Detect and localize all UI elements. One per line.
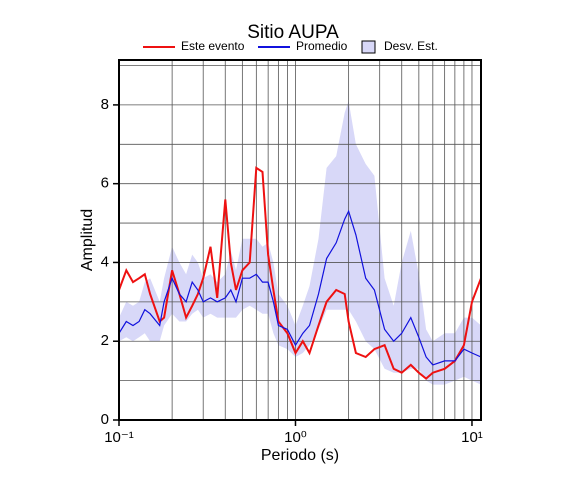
y-tick-label: 6 — [101, 175, 109, 192]
legend-label: Desv. Est. — [384, 39, 438, 53]
y-tick-label: 8 — [101, 96, 109, 113]
series-line — [118, 166, 482, 380]
legend-swatch — [361, 40, 376, 54]
legend-label: Este evento — [181, 39, 245, 53]
y-tick-label: 2 — [101, 332, 109, 349]
x-axis-label: Periodo (s) — [261, 447, 339, 464]
std-band — [119, 101, 481, 385]
y-tick-label: 4 — [101, 253, 109, 270]
y-tick-label: 0 — [101, 411, 109, 428]
y-axis-label: Amplitud — [79, 209, 96, 271]
x-tick-label: 10¹ — [461, 429, 483, 446]
plot-frame — [118, 59, 482, 421]
chart-title: Sitio AUPA — [247, 22, 339, 43]
series-line — [118, 209, 482, 366]
legend-label: Promedio — [296, 39, 348, 53]
x-tick-label: 10⁰ — [284, 429, 307, 446]
x-tick-label: 10⁻¹ — [104, 429, 134, 446]
